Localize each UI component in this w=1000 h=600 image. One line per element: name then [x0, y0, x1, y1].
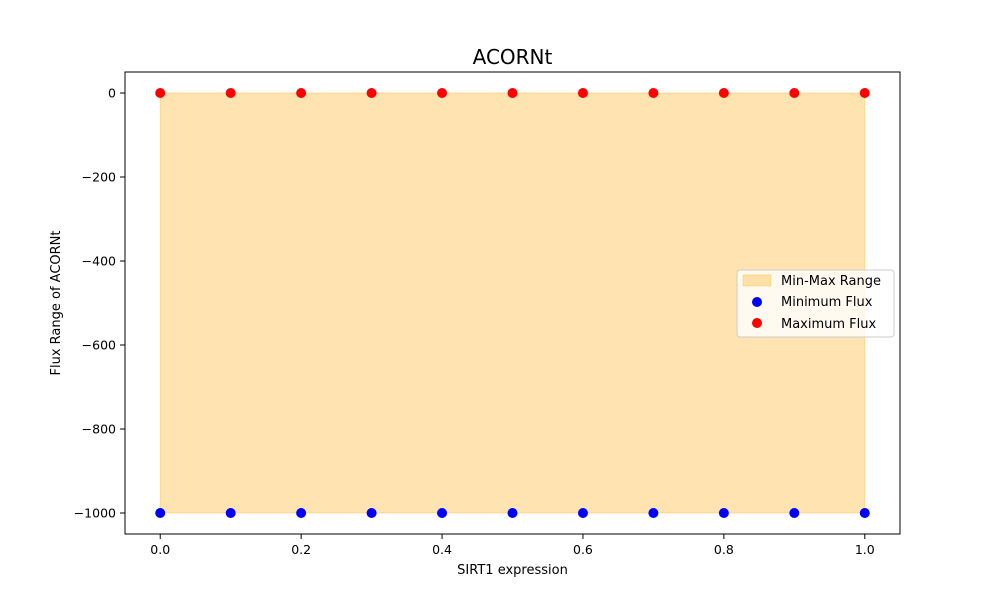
legend-label-min-max-range: Min-Max Range	[781, 274, 881, 289]
legend-swatch-min-max-range	[742, 274, 772, 287]
maximum-flux-point-2	[296, 88, 307, 98]
minimum-flux-point-1	[225, 508, 236, 518]
maximum-flux-point-10	[859, 88, 870, 98]
maximum-flux-point-1	[225, 88, 236, 98]
minimum-flux-point-7	[648, 508, 659, 518]
legend-box	[736, 269, 895, 338]
legend-marker-minimum-flux	[752, 297, 762, 307]
y-tick-label-0: 0	[108, 86, 116, 101]
minimum-flux-point-9	[789, 508, 800, 518]
maximum-flux-point-6	[577, 88, 588, 98]
x-axis-ticks: 0.0 0.2 0.4 0.6 0.8 1.0	[150, 534, 875, 557]
y-axis-ticks: 0 −200 −400 −600 −800 −1000	[74, 86, 125, 521]
y-tick-label-3: −600	[82, 338, 116, 353]
maximum-flux-point-8	[718, 88, 729, 98]
minimum-flux-point-10	[859, 508, 870, 518]
x-tick-label-2: 0.4	[432, 542, 452, 557]
y-tick-label-2: −400	[82, 254, 116, 269]
x-tick-label-5: 1.0	[855, 542, 875, 557]
minimum-flux-point-5	[507, 508, 518, 518]
x-tick-label-1: 0.2	[291, 542, 311, 557]
legend: Min-Max Range Minimum Flux Maximum Flux	[736, 269, 895, 338]
legend-marker-maximum-flux	[752, 318, 762, 328]
x-axis-label: SIRT1 expression	[457, 563, 568, 578]
minimum-flux-point-8	[718, 508, 729, 518]
minimum-flux-point-6	[577, 508, 588, 518]
y-tick-label-1: −200	[82, 170, 116, 185]
maximum-flux-point-3	[366, 88, 377, 98]
chart-title: ACORNt	[473, 45, 553, 69]
minimum-flux-point-4	[437, 508, 448, 518]
x-tick-label-4: 0.8	[714, 542, 734, 557]
maximum-flux-point-0	[155, 88, 166, 98]
maximum-flux-point-5	[507, 88, 518, 98]
minimum-flux-point-2	[296, 508, 307, 518]
y-tick-label-4: −800	[82, 422, 116, 437]
y-tick-label-5: −1000	[74, 506, 116, 521]
y-axis-label: Flux Range of ACORNt	[49, 231, 64, 376]
maximum-flux-point-7	[648, 88, 659, 98]
legend-label-maximum-flux: Maximum Flux	[781, 317, 877, 332]
legend-label-minimum-flux: Minimum Flux	[781, 295, 873, 310]
x-tick-label-3: 0.6	[573, 542, 593, 557]
minimum-flux-point-3	[366, 508, 377, 518]
plot-area-frame	[124, 71, 901, 535]
data-points-layer	[155, 88, 870, 518]
x-tick-label-0: 0.0	[150, 542, 170, 557]
minimum-flux-point-0	[155, 508, 166, 518]
maximum-flux-point-4	[437, 88, 448, 98]
maximum-flux-point-9	[789, 88, 800, 98]
